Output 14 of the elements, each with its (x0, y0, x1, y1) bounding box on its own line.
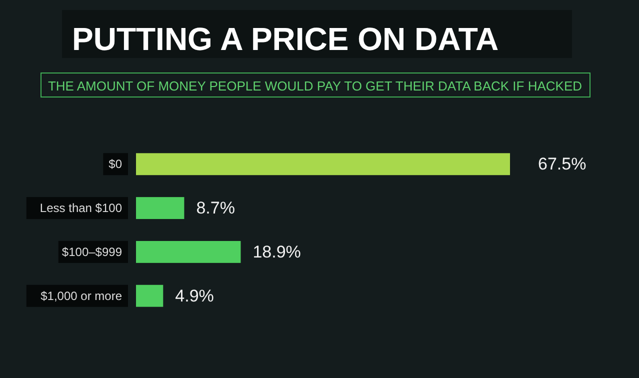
chart-subtitle: THE AMOUNT OF MONEY PEOPLE WOULD PAY TO GET THEIR DATA BACK IF HACKED (48, 78, 582, 94)
y-tick-label: Less than $100 (40, 201, 122, 216)
data-label: 18.9% (252, 242, 301, 262)
bar (136, 197, 184, 220)
y-tick-label: $1,000 or more (40, 288, 122, 303)
bar (136, 284, 164, 307)
data-label: 8.7% (196, 198, 235, 218)
bar (136, 153, 510, 176)
chart-title: PUTTING A PRICE ON DATA (72, 21, 499, 57)
bar (136, 240, 241, 263)
y-tick-label: $100–$999 (62, 244, 122, 259)
data-label: 4.9% (175, 286, 214, 306)
data-label: 67.5% (538, 154, 586, 174)
y-tick-label: $0 (108, 157, 122, 172)
